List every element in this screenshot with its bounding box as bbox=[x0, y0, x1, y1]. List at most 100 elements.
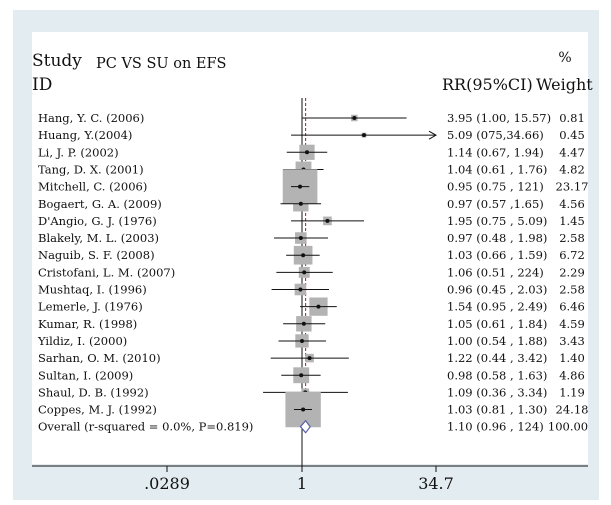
study-row: Mushtaq, I. (1996) 0.96 (0.45 , 2.03) 2.58 bbox=[38, 283, 585, 297]
ci-text: 0.95 (0.75 , 121) bbox=[447, 180, 544, 194]
ci-text: 1.06 (0.51 , 224) bbox=[447, 265, 544, 279]
weight-text: 2.58 bbox=[559, 231, 585, 245]
weight-text: 4.82 bbox=[559, 162, 585, 176]
overall-label: Overall (r-squared = 0.0%, P=0.819) bbox=[38, 420, 253, 434]
study-label: Coppes, M. J. (1992) bbox=[38, 403, 157, 417]
study-row: Lemerle, J. (1976) 1.54 (0.95 , 2.49) 6.46 bbox=[38, 297, 585, 316]
weight-text: 0.81 bbox=[559, 111, 585, 125]
point-estimate bbox=[299, 373, 304, 378]
weight-text: 0.45 bbox=[559, 128, 585, 142]
study-label: Naguib, S. F. (2008) bbox=[38, 248, 155, 262]
weight-text: 1.45 bbox=[559, 214, 585, 228]
point-estimate bbox=[307, 356, 312, 361]
weight-text: 2.29 bbox=[559, 265, 585, 279]
study-label: Mushtaq, I. (1996) bbox=[38, 283, 147, 297]
study-label: Cristofani, L. M. (2007) bbox=[38, 265, 175, 279]
weight-text: 4.56 bbox=[559, 197, 585, 211]
overall-row: Overall (r-squared = 0.0%, P=0.819) 1.10 … bbox=[38, 420, 588, 434]
weight-text: 4.59 bbox=[559, 317, 585, 331]
header-study: Study bbox=[32, 51, 82, 71]
overall-diamond bbox=[299, 419, 311, 434]
study-label: Tang, D. X. (2001) bbox=[38, 162, 144, 176]
study-label: Mitchell, C. (2006) bbox=[38, 180, 147, 194]
ci-text: 1.03 (0.81 , 1.30) bbox=[447, 403, 547, 417]
point-estimate bbox=[352, 116, 357, 120]
weight-text: 1.19 bbox=[559, 385, 585, 399]
point-estimate bbox=[325, 218, 330, 223]
study-row: Bogaert, G. A. (2009) 0.97 (0.57 ,1.65) 4.… bbox=[38, 196, 585, 212]
study-row: Yildiz, I. (2000) 1.00 (0.54 , 1.88) 3.43 bbox=[37, 334, 585, 348]
ci-text: 1.54 (0.95 , 2.49) bbox=[447, 300, 547, 314]
study-label: D'Angio, G. J. (1976) bbox=[38, 214, 157, 228]
weight-text: 1.40 bbox=[559, 351, 585, 365]
study-label: Yildiz, I. (2000) bbox=[37, 334, 127, 348]
study-label: Huang, Y.(2004) bbox=[38, 128, 132, 142]
weight-text: 2.58 bbox=[559, 283, 585, 297]
study-label: Shaul, D. B. (1992) bbox=[38, 385, 149, 399]
ci-text: 1.00 (0.54 , 1.88) bbox=[447, 334, 547, 348]
study-label: Bogaert, G. A. (2009) bbox=[38, 197, 162, 211]
study-label: Hang, Y. C. (2006) bbox=[38, 111, 144, 125]
weight-text: 4.47 bbox=[559, 145, 585, 159]
x-tick-label: .0289 bbox=[144, 474, 190, 493]
weight-text: 24.18 bbox=[556, 403, 589, 417]
overall-weight-text: 100.00 bbox=[548, 420, 588, 434]
study-row: Shaul, D. B. (1992) 1.09 (0.36 , 3.34) 1.1… bbox=[38, 385, 585, 399]
study-row: Cristofani, L. M. (2007) 1.06 (0.51 , 224… bbox=[38, 265, 585, 279]
ci-text: 1.05 (0.61 , 1.84) bbox=[447, 317, 547, 331]
study-row: Li, J. P. (2002) 1.14 (0.67, 1.94) 4.47 bbox=[38, 144, 585, 160]
point-estimate bbox=[298, 287, 303, 292]
point-estimate bbox=[316, 304, 321, 309]
header-weight-percent: % bbox=[558, 50, 571, 66]
study-label: Lemerle, J. (1976) bbox=[38, 300, 143, 314]
study-label: Sultan, I. (2009) bbox=[38, 368, 133, 382]
study-row: D'Angio, G. J. (1976) 1.95 (0.75 , 5.09) 1… bbox=[38, 214, 585, 228]
ci-text: 1.95 (0.75 , 5.09) bbox=[447, 214, 547, 228]
header-id: ID bbox=[32, 75, 52, 95]
study-row: Coppes, M. J. (1992) 1.03 (0.81 , 1.30) 24… bbox=[38, 391, 589, 428]
point-estimate bbox=[302, 270, 307, 275]
study-row: Kumar, R. (1998) 1.05 (0.61 , 1.84) 4.59 bbox=[38, 316, 585, 332]
x-tick-label: 1 bbox=[297, 474, 307, 493]
ci-text: 1.09 (0.36 , 3.34) bbox=[447, 385, 547, 399]
point-estimate bbox=[301, 321, 306, 326]
point-estimate bbox=[304, 150, 309, 155]
ci-text: 0.98 (0.58 , 1.63) bbox=[447, 368, 547, 382]
x-tick-label: 34.7 bbox=[418, 474, 454, 493]
study-row: Huang, Y.(2004) 5.09 (075,34.66) 0.45 bbox=[38, 128, 585, 142]
study-label: Kumar, R. (1998) bbox=[38, 317, 137, 331]
ci-text: 0.96 (0.45 , 2.03) bbox=[447, 283, 547, 297]
study-label: Li, J. P. (2002) bbox=[38, 145, 119, 159]
weight-text: 3.43 bbox=[559, 334, 585, 348]
study-row: Hang, Y. C. (2006) 3.95 (1.00, 15.57) 0.81 bbox=[38, 111, 585, 125]
study-row: Blakely, M. L. (2003) 0.97 (0.48 , 1.98) 2… bbox=[38, 231, 585, 245]
point-estimate bbox=[361, 133, 366, 138]
weight-text: 4.86 bbox=[559, 368, 585, 382]
ci-arrow bbox=[428, 130, 438, 140]
weight-text: 6.72 bbox=[559, 248, 585, 262]
study-row: Sarhan, O. M. (2010) 1.22 (0.44 , 3.42) 1.… bbox=[38, 351, 585, 365]
study-label: Blakely, M. L. (2003) bbox=[38, 231, 159, 245]
header-rr-ci: RR(95%CI) bbox=[442, 75, 533, 94]
ci-text: 0.97 (0.48 , 1.98) bbox=[447, 231, 547, 245]
weight-text: 6.46 bbox=[559, 300, 585, 314]
ci-text: 1.22 (0.44 , 3.42) bbox=[447, 351, 547, 365]
ci-text: 0.97 (0.57 ,1.65) bbox=[447, 197, 544, 211]
study-label: Sarhan, O. M. (2010) bbox=[38, 351, 161, 365]
study-row: Sultan, I. (2009) 0.98 (0.58 , 1.63) 4.86 bbox=[38, 367, 585, 384]
point-estimate bbox=[298, 236, 303, 241]
point-estimate bbox=[300, 338, 304, 343]
ci-text: 3.95 (1.00, 15.57) bbox=[447, 111, 551, 125]
overall-ci-text: 1.10 (0.96 , 124) bbox=[447, 420, 544, 434]
ci-text: 1.03 (0.66 , 1.59) bbox=[447, 248, 547, 262]
ci-text: 1.14 (0.67, 1.94) bbox=[447, 145, 544, 159]
point-estimate bbox=[301, 253, 306, 258]
study-row: Naguib, S. F. (2008) 1.03 (0.66 , 1.59) 6.… bbox=[38, 245, 585, 265]
weight-text: 23.17 bbox=[556, 180, 589, 194]
point-estimate bbox=[298, 201, 303, 206]
ci-text: 5.09 (075,34.66) bbox=[447, 128, 544, 142]
point-estimate bbox=[298, 184, 303, 189]
ci-text: 1.04 (0.61 , 1.76) bbox=[447, 162, 547, 176]
chart-title: PC VS SU on EFS bbox=[96, 56, 227, 72]
